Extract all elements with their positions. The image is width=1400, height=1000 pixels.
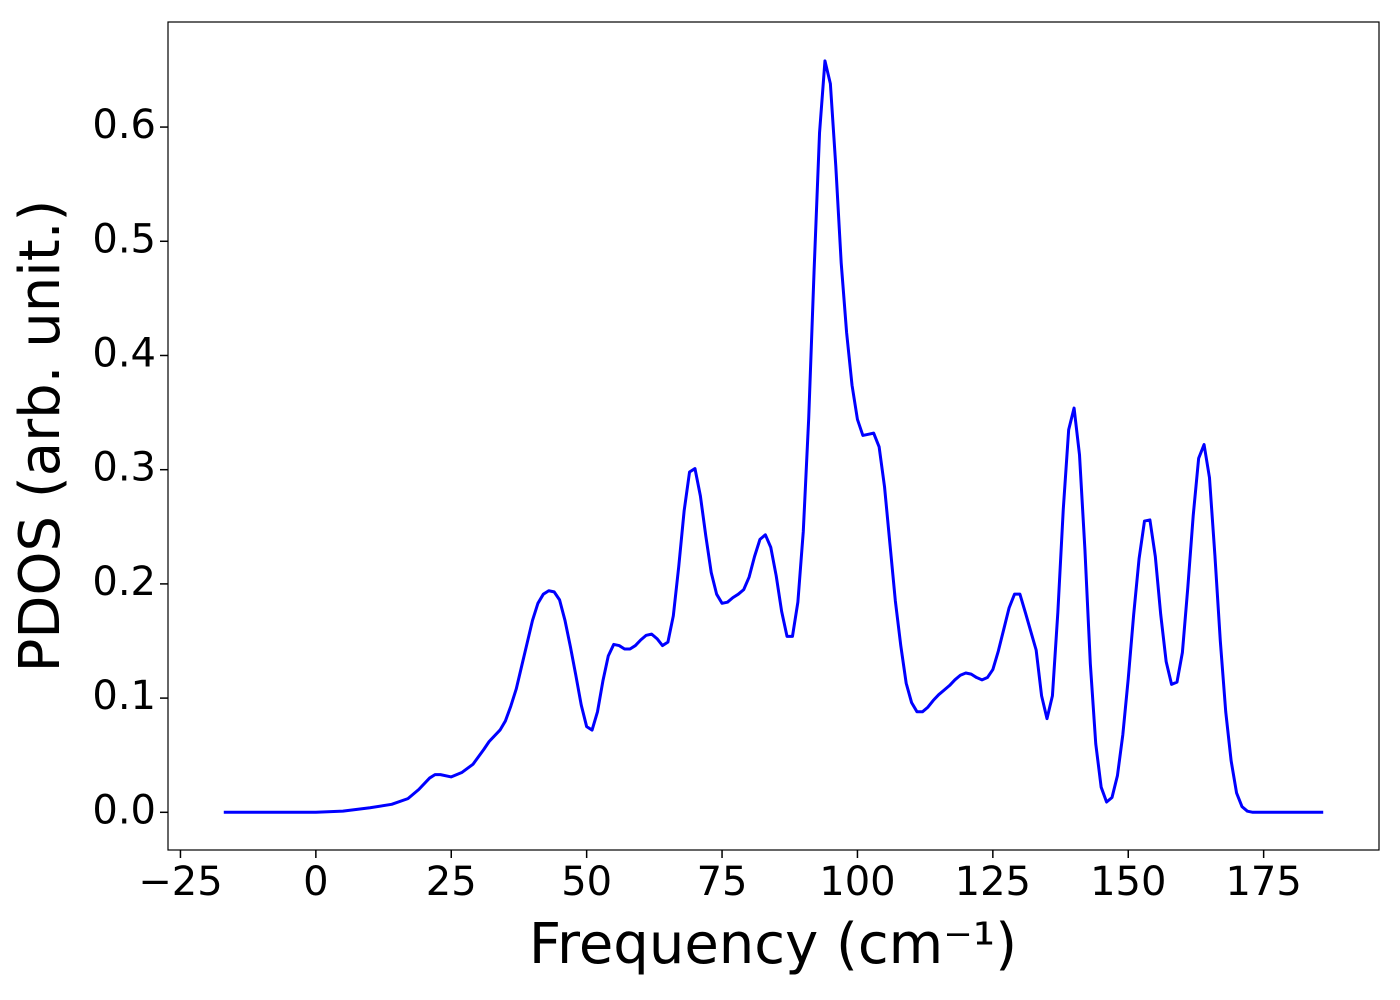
x-tick-label: 100 [819, 859, 895, 905]
x-tick-label: 25 [426, 859, 477, 905]
y-tick-label: 0.4 [92, 330, 156, 376]
x-tick-label: 175 [1225, 859, 1301, 905]
x-tick-label: 75 [697, 859, 748, 905]
x-tick-label: 125 [955, 859, 1031, 905]
x-tick-label: −25 [138, 859, 222, 905]
x-tick-label: 50 [561, 859, 612, 905]
data-line [223, 59, 1324, 814]
y-tick-label: 0.5 [92, 216, 156, 262]
x-tick-label: 150 [1090, 859, 1166, 905]
y-axis-label: PDOS (arb. unit.) [8, 200, 73, 673]
x-tick-label: 0 [303, 859, 328, 905]
y-tick-label: 0.1 [92, 673, 156, 719]
y-tick-label: 0.6 [92, 102, 156, 148]
y-tick-label: 0.0 [92, 787, 156, 833]
y-tick-label: 0.2 [92, 559, 156, 605]
x-axis-label: Frequency (cm⁻¹) [529, 912, 1017, 977]
y-tick-label: 0.3 [92, 445, 156, 491]
plot-frame [167, 21, 1380, 851]
